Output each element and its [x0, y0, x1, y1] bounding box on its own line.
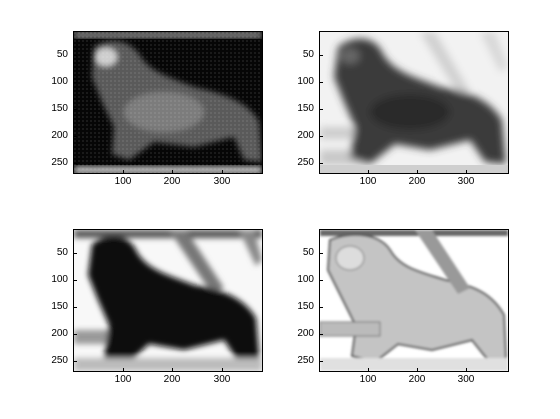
ytick-label: 250: [297, 157, 314, 168]
ytick-label: 200: [297, 328, 314, 339]
ytick-label: 50: [56, 247, 68, 258]
xtick-label: 100: [359, 176, 377, 187]
xtick-mark: [222, 368, 223, 372]
ytick-label: 250: [51, 355, 68, 366]
ytick-label: 150: [297, 103, 314, 114]
ytick-mark: [73, 136, 77, 137]
ytick-label: 100: [51, 76, 68, 87]
xtick-label: 200: [408, 176, 426, 187]
xtick-label: 100: [114, 176, 132, 187]
ytick-mark: [319, 82, 323, 83]
xtick-label: 100: [114, 374, 132, 385]
xtick-mark: [172, 170, 173, 174]
xtick-label: 300: [457, 374, 475, 385]
ytick-mark: [73, 334, 77, 335]
ytick-mark: [73, 307, 77, 308]
ytick-label: 200: [297, 130, 314, 141]
ytick-label: 200: [51, 328, 68, 339]
xtick-mark: [123, 170, 124, 174]
ytick-label: 100: [297, 274, 314, 285]
ytick-mark: [319, 109, 323, 110]
xtick-label: 300: [213, 176, 231, 187]
ytick-label: 50: [302, 49, 314, 60]
xtick-mark: [417, 368, 418, 372]
ytick-mark: [73, 55, 77, 56]
ytick-label: 100: [51, 274, 68, 285]
ytick-label: 50: [302, 247, 314, 258]
ytick-mark: [319, 253, 323, 254]
xtick-label: 300: [457, 176, 475, 187]
xtick-mark: [222, 170, 223, 174]
ytick-mark: [73, 82, 77, 83]
ytick-label: 250: [297, 355, 314, 366]
ytick-label: 250: [51, 157, 68, 168]
xtick-label: 200: [163, 176, 181, 187]
axes-bottom-right[interactable]: [319, 229, 509, 372]
xtick-label: 100: [359, 374, 377, 385]
ytick-mark: [319, 361, 323, 362]
xtick-label: 200: [408, 374, 426, 385]
ytick-label: 50: [56, 49, 68, 60]
xtick-mark: [172, 368, 173, 372]
xtick-mark: [466, 368, 467, 372]
ytick-label: 100: [297, 76, 314, 87]
ytick-label: 200: [51, 130, 68, 141]
ytick-label: 150: [51, 301, 68, 312]
ytick-label: 150: [51, 103, 68, 114]
ytick-mark: [73, 109, 77, 110]
xtick-mark: [368, 170, 369, 174]
ytick-mark: [73, 280, 77, 281]
xtick-mark: [466, 170, 467, 174]
xtick-mark: [417, 170, 418, 174]
image-bottom-left: [74, 230, 262, 371]
ytick-mark: [73, 361, 77, 362]
xtick-label: 200: [163, 374, 181, 385]
ytick-mark: [319, 163, 323, 164]
xtick-label: 300: [213, 374, 231, 385]
ytick-mark: [73, 163, 77, 164]
image-bottom-right: [320, 230, 508, 371]
ytick-mark: [319, 307, 323, 308]
xtick-mark: [123, 368, 124, 372]
ytick-label: 150: [297, 301, 314, 312]
ytick-mark: [319, 136, 323, 137]
image-top-right: [320, 32, 508, 173]
image-top-left: [74, 32, 262, 173]
ytick-mark: [73, 253, 77, 254]
axes-top-left[interactable]: [73, 31, 263, 174]
xtick-mark: [368, 368, 369, 372]
ytick-mark: [319, 280, 323, 281]
ytick-mark: [319, 55, 323, 56]
axes-bottom-left[interactable]: [73, 229, 263, 372]
ytick-mark: [319, 334, 323, 335]
axes-top-right[interactable]: [319, 31, 509, 174]
